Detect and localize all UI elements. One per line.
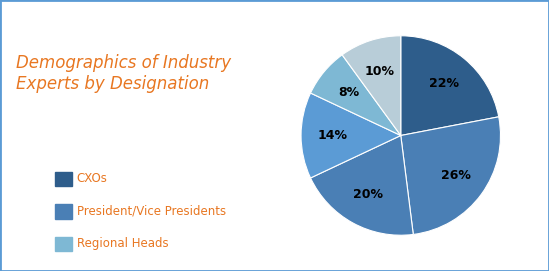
Wedge shape xyxy=(301,93,401,178)
Text: 20%: 20% xyxy=(353,188,383,201)
Text: Regional Heads: Regional Heads xyxy=(77,237,169,250)
Wedge shape xyxy=(342,36,401,136)
Text: CXOs: CXOs xyxy=(77,172,108,185)
Wedge shape xyxy=(311,55,401,136)
Wedge shape xyxy=(401,36,498,136)
Wedge shape xyxy=(401,117,501,234)
Text: 8%: 8% xyxy=(338,86,359,99)
Wedge shape xyxy=(311,136,413,235)
Text: 10%: 10% xyxy=(365,64,395,78)
Text: Demographics of Industry
Experts by Designation: Demographics of Industry Experts by Desi… xyxy=(16,54,232,93)
Text: 26%: 26% xyxy=(441,169,470,182)
Text: 22%: 22% xyxy=(429,77,459,90)
Text: President/Vice Presidents: President/Vice Presidents xyxy=(77,205,226,218)
Text: 14%: 14% xyxy=(318,129,348,142)
